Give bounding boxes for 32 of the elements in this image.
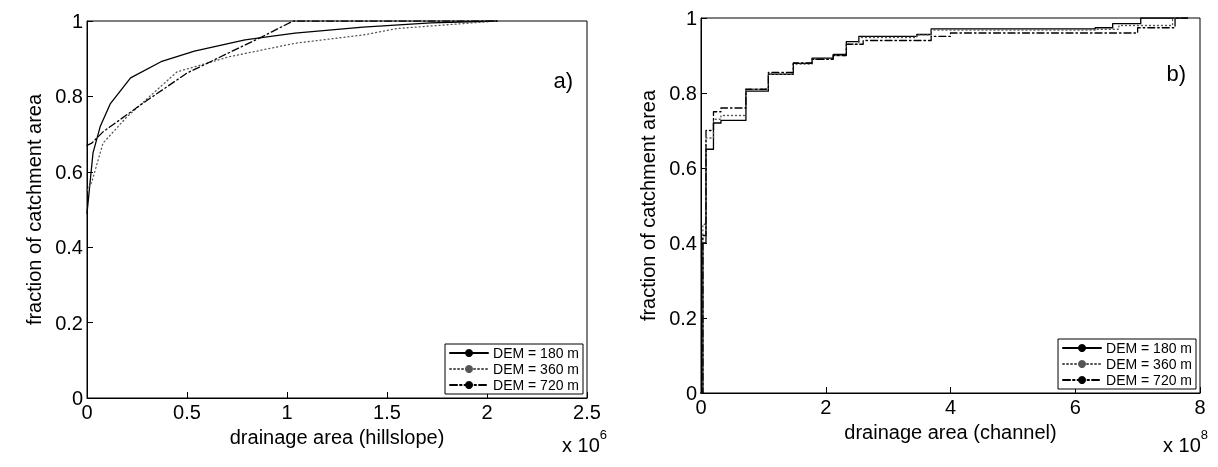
x-tick-label: 4: [944, 396, 957, 418]
legend-label: DEM = 360 m: [493, 361, 580, 377]
annotation: b): [1166, 60, 1186, 86]
legend-label: DEM = 180 m: [1106, 340, 1193, 356]
x-tick-label: 6: [1069, 396, 1081, 418]
x-tick-label: 2.5: [573, 401, 601, 423]
y-tick-label: 0.8: [669, 82, 697, 104]
legend-label: DEM = 720 m: [1106, 372, 1193, 388]
x-axis-title: drainage area (channel): [844, 420, 1057, 443]
x-tick-label: 0.5: [173, 401, 201, 423]
y-tick-label: 1: [685, 7, 697, 29]
y-tick-label: 0.2: [669, 307, 697, 329]
y-tick-label: 0.6: [669, 157, 697, 179]
x-tick-label: 2: [820, 396, 832, 418]
x-tick-label: 1: [281, 401, 293, 423]
y-axis-title: fraction of catchment area: [23, 93, 46, 326]
y-tick-label: 0.4: [669, 232, 697, 254]
y-axis-title: fraction of catchment area: [637, 89, 660, 322]
y-tick-label: 0: [685, 382, 697, 404]
x-tick-label: 8: [1194, 396, 1206, 418]
y-tick-label: 1: [71, 10, 83, 32]
annotation: a): [553, 67, 573, 93]
y-tick-label: 0.2: [55, 311, 83, 334]
x-tick-label: 2: [481, 401, 493, 423]
y-tick-label: 0.4: [55, 236, 83, 259]
legend-label: DEM = 180 m: [493, 345, 580, 361]
y-tick-label: 0.8: [55, 85, 83, 108]
x-tick-label: 1.5: [373, 401, 401, 423]
y-tick-label: 0.6: [55, 160, 83, 183]
legend-label: DEM = 720 m: [493, 377, 580, 393]
x-axis-title: drainage area (hillslope): [229, 425, 445, 448]
legend-label: DEM = 360 m: [1106, 356, 1193, 372]
